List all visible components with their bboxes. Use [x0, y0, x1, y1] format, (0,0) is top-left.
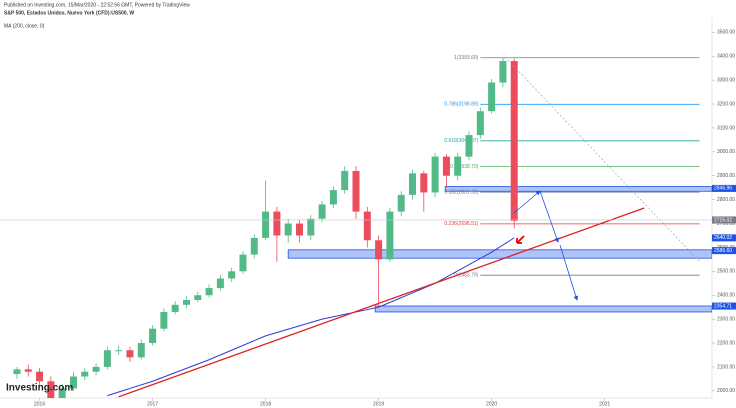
candle-body — [431, 156, 439, 193]
fib-label: 0.236(2698.51) — [444, 221, 478, 227]
candle-body — [386, 211, 394, 260]
price-tag — [712, 184, 736, 192]
y-tick-label: 3100.00 — [717, 125, 735, 131]
logo: Investing.com — [6, 383, 73, 394]
fib-label: 0.786(3198.89) — [444, 102, 478, 108]
red-arrow — [516, 235, 525, 244]
candle-body — [363, 211, 371, 241]
x-tick-label: 2018 — [260, 401, 271, 407]
x-tick-label: 2021 — [599, 401, 610, 407]
candle-body — [318, 204, 326, 219]
support-zone — [287, 249, 712, 259]
y-tick-label: 2400.00 — [717, 293, 735, 299]
candle-body — [329, 190, 337, 205]
candle-body — [352, 170, 360, 212]
candle-body — [13, 369, 21, 375]
candle-body — [47, 381, 55, 398]
candle-body — [36, 371, 44, 382]
y-tick-label: 2000.00 — [717, 388, 735, 394]
chart-title: S&P 500, Estados Unidos, Nuevo York (CFD… — [4, 10, 134, 16]
projection-line — [504, 56, 701, 263]
indicator-label: MA (200, close, 0) — [4, 23, 45, 29]
y-tick-label: 2100.00 — [717, 364, 735, 370]
fib-label: 0(2483.79) — [454, 273, 479, 279]
subtitle: Published on Investing.com, 15/Mar/2020 … — [4, 2, 190, 8]
candle-body — [216, 278, 224, 289]
y-tick-label: 3000.00 — [717, 149, 735, 155]
y-tick-label: 2900.00 — [717, 173, 735, 179]
candle-body — [262, 211, 270, 238]
candle-body — [510, 61, 518, 221]
candle-body — [92, 366, 100, 372]
candle-body — [295, 223, 303, 236]
y-tick-label: 2500.00 — [717, 269, 735, 275]
x-tick-label: 2019 — [373, 401, 384, 407]
candle-body — [69, 376, 77, 389]
x-tick-label: 2017 — [147, 401, 158, 407]
candle-body — [488, 82, 496, 112]
candle-body — [171, 304, 179, 312]
candle-body — [375, 240, 383, 260]
candle-body — [126, 350, 134, 358]
fib-label: 0.5(2938.70) — [450, 164, 479, 170]
candle-body — [160, 311, 168, 329]
y-tick-label: 2200.00 — [717, 340, 735, 346]
candle-body — [499, 61, 507, 83]
candle-body — [420, 173, 428, 193]
price-tag-label: 2640.02 — [714, 235, 732, 241]
x-tick-label: 2016 — [34, 401, 45, 407]
price-tag-label: 2586.60 — [714, 248, 732, 254]
y-tick-label: 3400.00 — [717, 54, 735, 60]
candle-body — [103, 350, 111, 367]
candle-body — [465, 135, 473, 157]
candle-body — [115, 350, 123, 352]
y-tick-label: 3200.00 — [717, 101, 735, 107]
y-tick-label: 2700.00 — [717, 221, 735, 227]
candle-body — [273, 211, 281, 236]
candle-body — [81, 371, 89, 377]
fib-label: 1(3393.60) — [454, 55, 479, 61]
candle-body — [284, 223, 292, 236]
candle-body — [205, 288, 213, 296]
y-tick-label: 3500.00 — [717, 30, 735, 36]
fib-label: 0.618(3046.07) — [444, 138, 478, 144]
price-tag-label: 2354.71 — [714, 303, 732, 309]
candle-body — [149, 328, 157, 344]
candle-body — [409, 173, 417, 195]
candle-body — [476, 111, 484, 136]
y-tick-label: 2800.00 — [717, 197, 735, 203]
support-zone — [374, 305, 712, 313]
price-tag — [712, 234, 736, 242]
price-tag-label: 2846.96 — [714, 186, 732, 192]
candle-body — [442, 156, 450, 176]
candle-body — [341, 170, 349, 191]
candle-body — [228, 271, 236, 279]
candle-body — [454, 156, 462, 176]
candle-body — [24, 369, 32, 372]
candle-body — [239, 254, 247, 272]
candle-body — [137, 343, 145, 358]
candle-body — [397, 194, 405, 212]
candle-body — [58, 388, 66, 398]
candle-body — [194, 295, 202, 301]
arrow — [559, 244, 579, 301]
price-tag — [712, 247, 736, 255]
support-zone — [444, 186, 712, 192]
price-tag — [712, 302, 736, 310]
y-tick-label: 2300.00 — [717, 316, 735, 322]
candle-body — [307, 218, 315, 236]
fib-label: 0.382(2831.33) — [444, 189, 478, 195]
arrow — [513, 190, 541, 214]
arrow — [539, 190, 559, 243]
candle-body — [182, 300, 190, 305]
candle-body — [250, 237, 258, 255]
y-tick-label: 3300.00 — [717, 77, 735, 83]
moving-average — [107, 237, 515, 397]
price-tag-label: 2715.02 — [714, 217, 732, 223]
price-tag — [712, 216, 736, 224]
x-tick-label: 2020 — [486, 401, 497, 407]
